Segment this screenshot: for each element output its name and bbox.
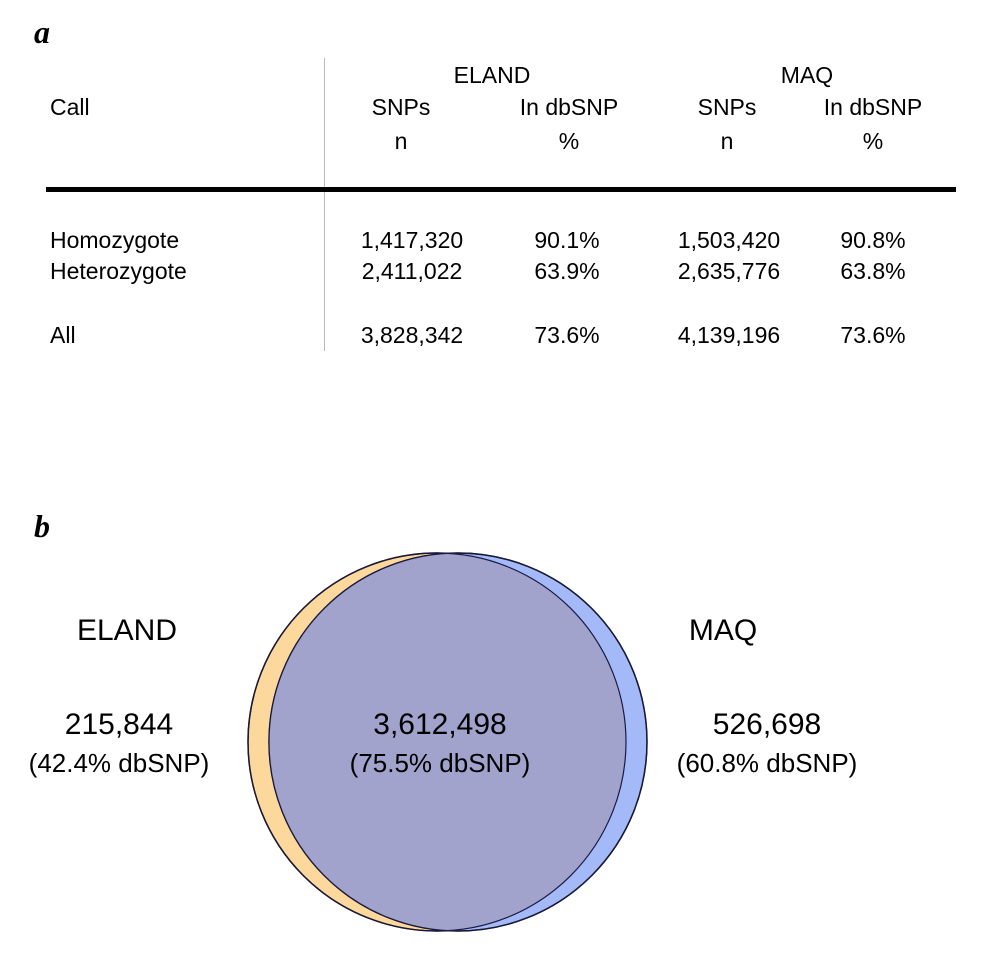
overlap-region: [269, 553, 626, 931]
maq-circle-outline: [268, 552, 648, 932]
eland-label: ELAND: [76, 614, 178, 647]
header-maq-dbsnp: In dbSNP: [823, 94, 923, 120]
table-cell-maq-n: 1,503,420: [677, 227, 781, 253]
table-cell-eland-pct: 90.1%: [534, 227, 600, 253]
header-maq-snps: SNPs: [697, 94, 757, 120]
header-eland-pct: %: [558, 128, 580, 154]
header-eland: ELAND: [453, 62, 531, 88]
header-maq-pct: %: [862, 128, 884, 154]
header-rule: [46, 187, 956, 192]
maq-only-count: 526,698: [712, 708, 822, 741]
table-cell-eland-n: 2,411,022: [361, 258, 463, 284]
header-maq-n: n: [720, 128, 734, 154]
panel-a-label: a: [34, 14, 50, 50]
header-call: Call: [50, 94, 90, 120]
overlap-count: 3,612,498: [373, 708, 507, 741]
maq-only-dbsnp: (60.8% dbSNP): [676, 748, 858, 778]
table-cell-call: Heterozygote: [50, 258, 187, 284]
eland-only-dbsnp: (42.4% dbSNP): [28, 748, 210, 778]
table-cell-eland-n: 3,828,342: [360, 322, 464, 348]
table-cell-maq-pct: 73.6%: [840, 322, 906, 348]
table-cell-maq-n: 4,139,196: [677, 322, 781, 348]
eland-only-count: 215,844: [64, 708, 174, 741]
overlap-dbsnp: (75.5% dbSNP): [349, 748, 531, 778]
panel-b-label: b: [34, 508, 50, 544]
table-cell-maq-pct: 63.8%: [840, 258, 906, 284]
header-eland-snps: SNPs: [371, 94, 431, 120]
table-cell-eland-n: 1,417,320: [360, 227, 464, 253]
table-cell-call: All: [50, 322, 76, 348]
column-divider: [324, 58, 325, 351]
table-cell-maq-n: 2,635,776: [677, 258, 781, 284]
table-cell-eland-pct: 73.6%: [534, 322, 600, 348]
eland-circle-outline: [247, 552, 627, 932]
header-eland-n: n: [394, 128, 408, 154]
header-eland-dbsnp: In dbSNP: [519, 94, 619, 120]
table-cell-maq-pct: 90.8%: [840, 227, 906, 253]
table-cell-eland-pct: 63.9%: [534, 258, 600, 284]
table-cell-call: Homozygote: [50, 227, 180, 253]
maq-label: MAQ: [688, 614, 758, 647]
header-maq: MAQ: [780, 62, 834, 88]
